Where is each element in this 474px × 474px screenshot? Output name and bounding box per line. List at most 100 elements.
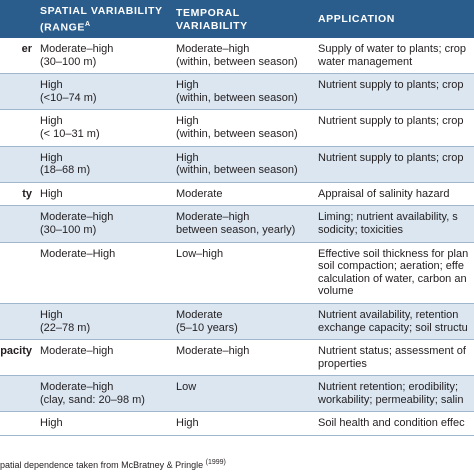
property-cell (0, 109, 32, 147)
spatial-line: Moderate–high (40, 211, 114, 224)
footnote: patial dependence taken from McBratney &… (0, 459, 226, 470)
header-line: VARIABILITY (176, 19, 248, 32)
spatial-line: High (40, 417, 63, 430)
application-line: properties (318, 357, 367, 370)
table-row: High (<10–74 m) High (within, between seaso… (0, 73, 474, 111)
spatial-line: Moderate–high (40, 381, 114, 394)
header-sup: A (85, 20, 91, 28)
spatial-line: (< 10–31 m) (40, 127, 100, 140)
table-row: er Moderate–high (30–100 m) Moderate–high (w… (0, 38, 474, 75)
table-row: High (18–68 m) High (within, between season… (0, 146, 474, 183)
header-line: SPATIAL VARIABILITY (40, 4, 163, 17)
application-cell: Nutrient supply to plants; crop (310, 146, 474, 183)
application-cell: Nutrient status; assessment of properties (310, 339, 474, 377)
property-cell (0, 375, 32, 413)
header-line: APPLICATION (318, 13, 395, 25)
application-line: water management (318, 55, 413, 68)
application-line: Effective soil thickness for plan (318, 247, 469, 260)
temporal-line: Moderate–high (176, 211, 250, 224)
spatial-cell: High (18–68 m) (32, 146, 168, 183)
spatial-line: High (40, 115, 63, 128)
property-cell (0, 146, 32, 183)
property-cell (0, 242, 32, 304)
table-row: pacity Moderate–high Moderate–high Nutrient… (0, 339, 474, 377)
table-body: er Moderate–high (30–100 m) Moderate–high (w… (0, 38, 474, 437)
temporal-line: Moderate (176, 187, 223, 200)
application-cell: Nutrient availability, retention exchange… (310, 303, 474, 341)
temporal-cell: High (168, 411, 310, 437)
temporal-line: High (176, 417, 199, 430)
property-text: er (21, 43, 32, 55)
application-line: Liming; nutrient availability, s (318, 211, 458, 224)
spatial-line: (18–68 m) (40, 164, 91, 177)
temporal-line: (within, between season) (176, 164, 298, 177)
temporal-line: Moderate–high (176, 345, 250, 358)
spatial-line: High (40, 308, 63, 321)
application-line: Nutrient supply to plants; crop (318, 151, 464, 164)
temporal-line: High (176, 151, 199, 164)
table-row: ty High Moderate Appraisal of salinity haza… (0, 182, 474, 207)
property-cell (0, 411, 32, 437)
property-cell: er (0, 38, 32, 75)
table: SPATIAL VARIABILITY (RANGEA TEMPORAL VARIA… (0, 0, 474, 437)
table-row: Moderate–high (30–100 m) Moderate–high betw… (0, 205, 474, 243)
property-text: ty (22, 187, 32, 200)
spatial-line: High (40, 187, 63, 200)
property-cell: ty (0, 182, 32, 207)
application-line: Soil health and condition effec (318, 417, 465, 430)
header-cell: APPLICATION (310, 0, 474, 38)
temporal-line: Low–high (176, 247, 224, 260)
application-line: Nutrient availability, retention (318, 308, 459, 321)
spatial-cell: High (22–78 m) (32, 303, 168, 341)
temporal-cell: High (within, between season) (168, 146, 310, 183)
header-cell: TEMPORAL VARIABILITY (168, 0, 310, 38)
property-cell: pacity (0, 339, 32, 377)
temporal-line: Low (176, 381, 197, 394)
property-cell (0, 73, 32, 111)
temporal-cell: Moderate–high between season, yearly) (168, 205, 310, 243)
temporal-cell: Moderate (5–10 years) (168, 303, 310, 341)
spatial-line: High (40, 151, 63, 164)
spatial-cell: Moderate–high (clay, sand: 20–98 m) (32, 375, 168, 413)
spatial-cell: Moderate–high (30–100 m) (32, 205, 168, 243)
spatial-cell: Moderate–high (30–100 m) (32, 38, 168, 75)
temporal-cell: Low (168, 375, 310, 413)
spatial-line: (clay, sand: 20–98 m) (40, 393, 145, 406)
application-line: volume (318, 285, 354, 298)
spatial-cell: High (< 10–31 m) (32, 109, 168, 147)
application-cell: Liming; nutrient availability, s sodicity… (310, 205, 474, 243)
table-row: High (22–78 m) Moderate (5–10 years) Nutrien… (0, 303, 474, 341)
header-line: TEMPORAL (176, 6, 240, 19)
temporal-line: High (176, 79, 199, 92)
property-cell (0, 205, 32, 243)
application-line: workability; permeability; salin (318, 393, 464, 406)
application-line: sodicity; toxicities (318, 223, 403, 236)
temporal-line: (5–10 years) (176, 321, 238, 334)
table-row: Moderate–High Low–high Effective soil thic… (0, 242, 474, 304)
application-line: Nutrient supply to plants; crop (318, 79, 464, 92)
application-line: Nutrient retention; erodibility; (318, 381, 459, 394)
application-line: Nutrient status; assessment of (318, 345, 466, 358)
header-row: SPATIAL VARIABILITY (RANGEA TEMPORAL VARIA… (0, 0, 474, 38)
spatial-cell: High (32, 182, 168, 207)
spatial-line: Moderate–high (40, 43, 114, 55)
application-line: soil compaction; aeration; effe (318, 260, 464, 273)
table-row: Moderate–high (clay, sand: 20–98 m) Low Nut… (0, 375, 474, 413)
temporal-cell: Moderate–high (within, between season) (168, 38, 310, 75)
spatial-cell: High (<10–74 m) (32, 73, 168, 111)
spatial-line: (30–100 m) (40, 223, 97, 236)
temporal-line: (within, between season) (176, 127, 298, 140)
spatial-line: Moderate–High (40, 247, 116, 260)
application-cell: Nutrient retention; erodibility; workabil… (310, 375, 474, 413)
application-line: Supply of water to plants; crop (318, 43, 466, 55)
application-cell: Soil health and condition effec (310, 411, 474, 437)
header-cell (0, 0, 32, 38)
application-cell: Supply of water to plants; crop water man… (310, 38, 474, 75)
temporal-line: Moderate (176, 308, 223, 321)
header-line: (RANGE (40, 21, 86, 34)
temporal-line: Moderate–high (176, 43, 250, 55)
spatial-cell: Moderate–High (32, 242, 168, 304)
application-line: calculation of water, carbon an (318, 272, 467, 285)
